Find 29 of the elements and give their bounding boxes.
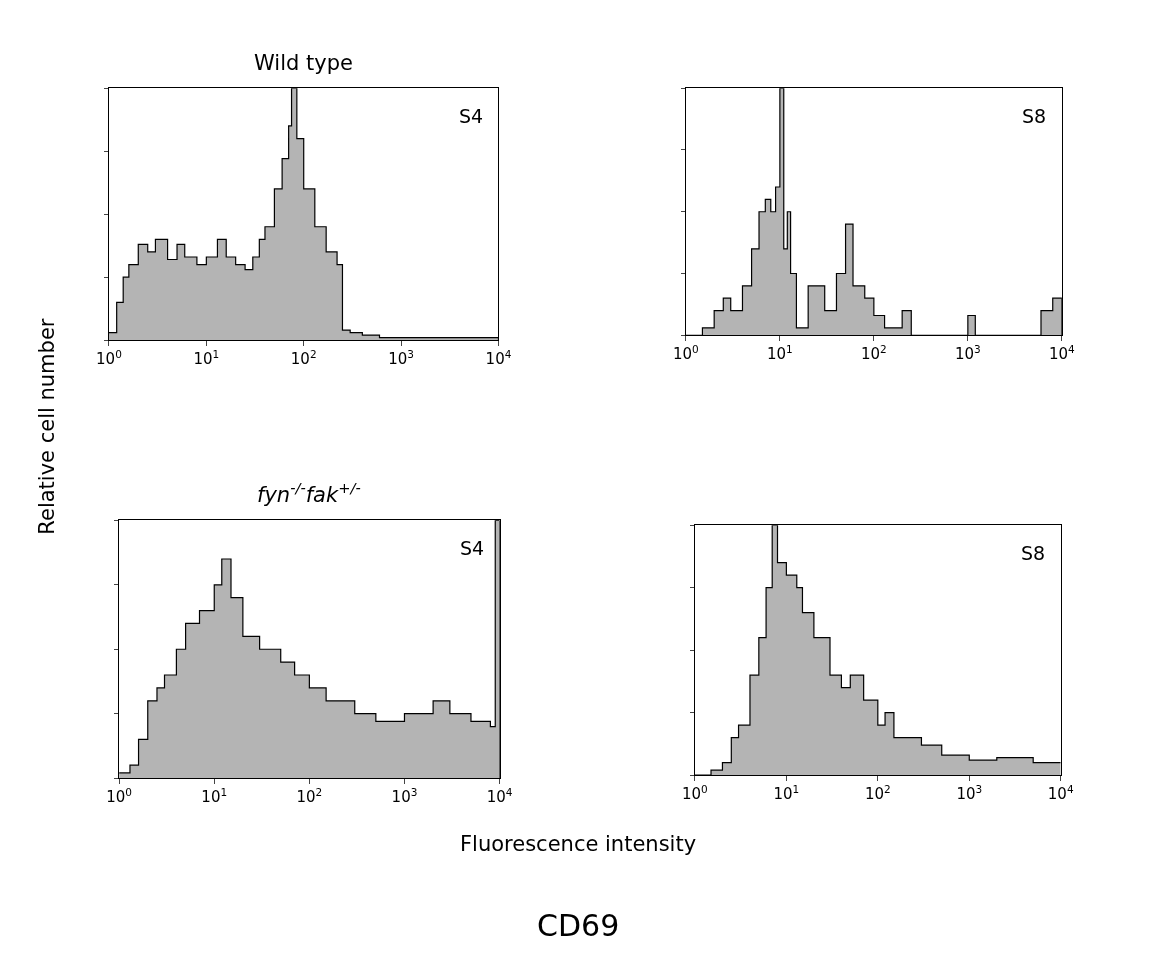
annotation: S4	[460, 537, 485, 559]
x-tick-label: 10$^{1}$	[193, 347, 220, 369]
text: CD69	[537, 908, 620, 943]
x-tick-label: 10$^{1}$	[773, 782, 800, 804]
x-tick-label: 10$^{2}$	[290, 347, 317, 369]
x-tick-label: 10$^{0}$	[106, 785, 133, 807]
x-tick-label: 10$^{0}$	[682, 782, 708, 804]
annotation: S8	[1022, 105, 1047, 127]
x-tick-label: 10$^{2}$	[296, 785, 323, 807]
x-tick-label: 10$^{4}$	[486, 785, 513, 807]
x-tick-label: 10$^{0}$	[96, 347, 122, 369]
x-tick-label: 10$^{4}$	[485, 347, 512, 369]
y-axis-title: Relative cell number	[34, 318, 59, 535]
x-tick-label: 10$^{3}$	[391, 785, 418, 807]
x-tick-label: 10$^{3}$	[388, 347, 414, 369]
x-axis-title: Fluorescence intensity	[460, 832, 697, 856]
x-tick-label: 10$^{3}$	[956, 782, 983, 804]
x-tick-label: 10$^{2}$	[864, 782, 891, 804]
annotation: S4	[459, 105, 484, 127]
x-tick-label: 10$^{2}$	[860, 342, 887, 364]
x-tick-label: 10$^{0}$	[672, 342, 699, 364]
chart-title: Wild type	[254, 51, 353, 75]
annotation: S8	[1021, 542, 1046, 564]
x-tick-label: 10$^{4}$	[1048, 342, 1076, 364]
x-tick-label: 10$^{1}$	[766, 342, 793, 364]
x-tick-label: 10$^{1}$	[201, 785, 228, 807]
x-tick-label: 10$^{3}$	[954, 342, 981, 364]
chart-title: fyn$^{-/-}$fak$^{+/-}$	[257, 479, 361, 507]
x-tick-label: 10$^{4}$	[1047, 782, 1074, 804]
